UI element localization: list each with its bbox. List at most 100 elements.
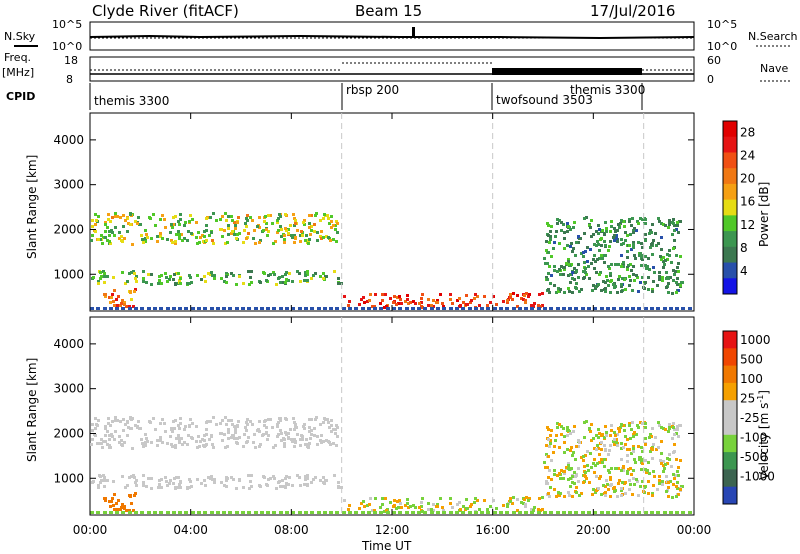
velocity-cell — [172, 420, 175, 423]
nave-tick-top: 60 — [707, 54, 721, 67]
power-cell — [328, 222, 331, 225]
velocity-cell — [279, 429, 282, 432]
power-cell — [567, 263, 570, 266]
power-cell — [499, 307, 503, 310]
velocity-cell — [649, 433, 652, 436]
power-cell — [547, 224, 550, 227]
power-cell — [573, 221, 576, 224]
power-cell — [646, 265, 649, 268]
velocity-cell — [287, 436, 290, 439]
velocity-cell — [560, 469, 563, 472]
velocity-cell — [309, 437, 312, 440]
velocity-cell — [310, 433, 313, 436]
velocity-cell — [299, 484, 302, 487]
power-cell — [548, 265, 551, 268]
power-cell — [230, 272, 233, 275]
velocity-cell — [681, 511, 685, 514]
power-cell — [563, 247, 566, 250]
velocity-cell — [335, 444, 338, 447]
power-cell — [545, 249, 548, 252]
velocity-cell — [651, 494, 654, 497]
velocity-cell — [441, 506, 444, 509]
velocity-cell — [249, 480, 252, 483]
velocity-cell — [600, 448, 603, 451]
velocity-cell — [267, 418, 270, 421]
velocity-cell — [119, 508, 122, 511]
velocity-cell — [342, 511, 346, 514]
velocity-cell — [223, 433, 226, 436]
power-cell — [234, 224, 237, 227]
power-cell — [97, 238, 100, 241]
power-cell — [407, 302, 410, 305]
power-cell — [201, 234, 204, 237]
velocity-cell — [123, 507, 126, 510]
velocity-cell — [150, 477, 153, 480]
power-cell — [606, 279, 609, 282]
velocity-cell — [577, 445, 580, 448]
power-cell — [273, 273, 276, 276]
velocity-cell — [617, 482, 620, 485]
velocity-cell — [624, 443, 627, 446]
velocity-cell — [178, 511, 182, 514]
power-cell — [91, 234, 94, 237]
velocity-cell — [662, 470, 665, 473]
power-cell — [196, 274, 199, 277]
velocity-cell — [675, 485, 678, 488]
power-cell — [116, 215, 119, 218]
power-cell — [294, 222, 297, 225]
power-cell — [101, 242, 104, 245]
power-cell — [639, 252, 642, 255]
velocity-cell — [644, 468, 647, 471]
velocity-cell — [474, 497, 477, 500]
power-cell — [227, 227, 230, 230]
y-tick-label: 2000 — [53, 426, 84, 440]
power-cell — [441, 302, 444, 305]
velocity-cell — [210, 511, 214, 514]
power-cell — [306, 270, 309, 273]
velocity-cell — [558, 446, 561, 449]
velocity-cell — [109, 446, 112, 449]
power-cell — [618, 226, 621, 229]
power-cell — [269, 214, 272, 217]
power-cell — [636, 220, 639, 223]
velocity-cell — [612, 440, 615, 443]
power-cell — [628, 275, 631, 278]
velocity-cell — [235, 511, 239, 514]
power-cell — [620, 265, 623, 268]
power-cell — [569, 273, 572, 276]
power-cell — [478, 304, 481, 307]
power-cell — [103, 307, 107, 310]
power-cell — [598, 273, 601, 276]
power-cell — [676, 221, 679, 224]
velocity-cell — [420, 501, 423, 504]
velocity-cell — [128, 511, 132, 514]
velocity-cell — [483, 499, 486, 502]
velocity-cell — [201, 438, 204, 441]
y-tick-label: 1000 — [53, 471, 84, 485]
velocity-cell — [563, 470, 566, 473]
velocity-cell — [107, 417, 110, 420]
x-tick-label: 00:00 — [677, 523, 712, 537]
velocity-cell — [215, 423, 218, 426]
power-cell — [190, 232, 193, 235]
power-cell — [205, 239, 208, 242]
power-cell — [492, 295, 495, 298]
colorbar-tick-label: -500 — [740, 450, 767, 464]
velocity-cell — [609, 495, 612, 498]
power-cell — [635, 274, 638, 277]
power-cell — [281, 281, 284, 284]
velocity-cell — [274, 444, 277, 447]
velocity-cell — [616, 433, 619, 436]
power-cell — [254, 307, 258, 310]
power-cell — [398, 295, 401, 298]
power-cell — [608, 267, 611, 270]
power-cell — [574, 254, 577, 257]
power-cell — [557, 287, 560, 290]
power-cell — [532, 305, 535, 308]
power-cell — [178, 233, 181, 236]
velocity-cell — [366, 504, 369, 507]
power-cell — [571, 277, 574, 280]
velocity-cell — [291, 440, 294, 443]
velocity-cell — [178, 427, 181, 430]
